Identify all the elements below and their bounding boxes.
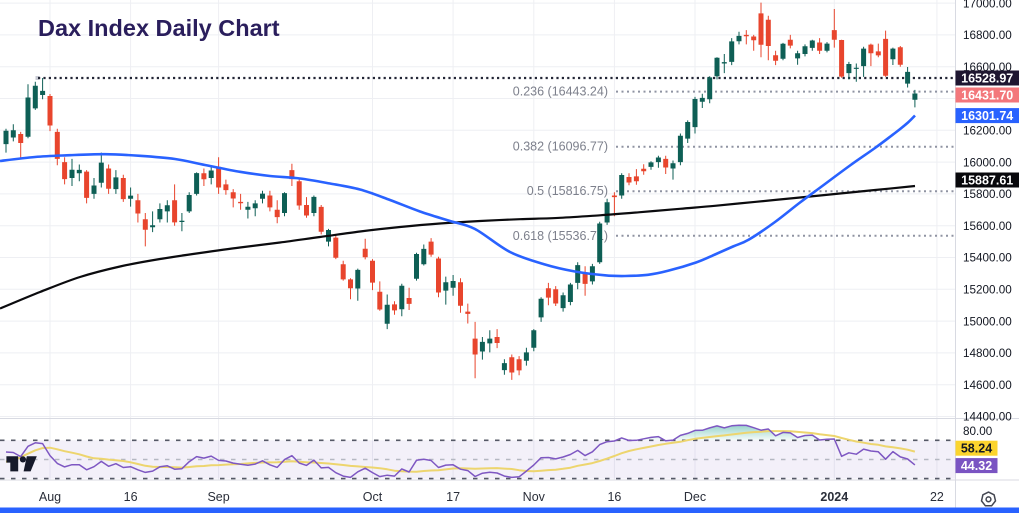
svg-text:16800.00: 16800.00 [963,29,1012,42]
svg-text:16: 16 [124,490,138,504]
svg-text:15400.00: 15400.00 [963,252,1012,265]
svg-text:Nov: Nov [523,490,546,504]
svg-text:44.32: 44.32 [961,459,992,473]
svg-text:15600.00: 15600.00 [963,220,1012,233]
svg-text:14400.00: 14400.00 [963,411,1012,424]
svg-text:80.00: 80.00 [963,425,993,438]
svg-text:17: 17 [446,490,460,504]
svg-text:16301.74: 16301.74 [961,109,1013,123]
svg-text:22: 22 [930,490,944,504]
svg-text:16: 16 [607,490,621,504]
svg-text:14600.00: 14600.00 [963,379,1012,392]
svg-text:Oct: Oct [363,490,383,504]
svg-text:14800.00: 14800.00 [963,347,1012,360]
svg-text:2024: 2024 [820,490,848,504]
svg-text:16528.97: 16528.97 [961,71,1013,85]
svg-text:15887.61: 15887.61 [961,173,1013,187]
svg-text:16000.00: 16000.00 [963,156,1012,169]
svg-text:16431.70: 16431.70 [961,88,1013,102]
svg-text:15800.00: 15800.00 [963,188,1012,201]
svg-text:15000.00: 15000.00 [963,315,1012,328]
svg-text:0.618 (15536.71): 0.618 (15536.71) [513,229,608,243]
svg-text:0.236 (16443.24): 0.236 (16443.24) [513,85,608,99]
svg-text:0.382 (16096.77): 0.382 (16096.77) [513,140,608,154]
svg-text:0.5 (15816.75): 0.5 (15816.75) [527,184,608,198]
svg-text:17000.00: 17000.00 [963,0,1012,10]
svg-text:Dec: Dec [684,490,706,504]
svg-text:15200.00: 15200.00 [963,284,1012,297]
svg-text:16200.00: 16200.00 [963,125,1012,138]
svg-text:Dax Index Daily Chart: Dax Index Daily Chart [38,15,280,41]
svg-text:Sep: Sep [207,490,229,504]
svg-text:58.24: 58.24 [961,442,992,456]
svg-text:Aug: Aug [39,490,61,504]
